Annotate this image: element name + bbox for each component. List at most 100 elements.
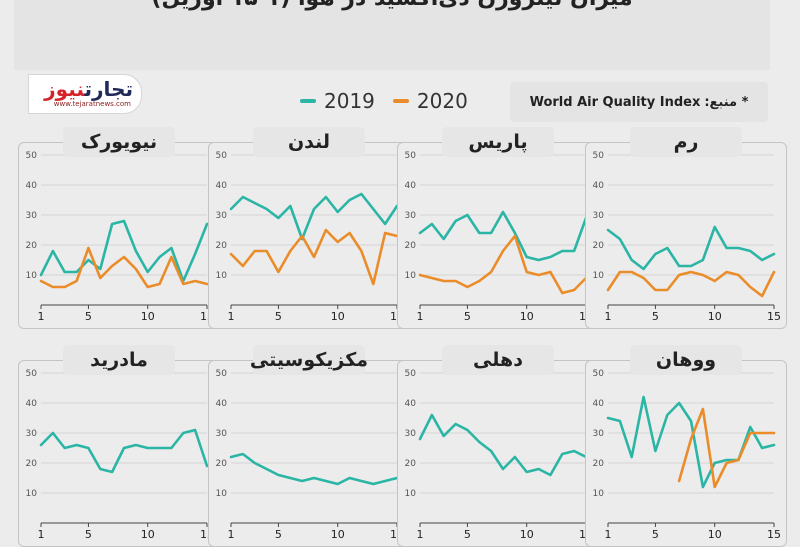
y-tick-label: 50 bbox=[405, 151, 417, 161]
panel-title-madrid: مادرید bbox=[63, 345, 175, 375]
x-tick-label: 10 bbox=[331, 528, 345, 541]
panel-title-rome: رم bbox=[630, 127, 742, 157]
y-tick-label: 30 bbox=[26, 429, 38, 439]
series-line-2020 bbox=[418, 234, 588, 295]
legend-swatch-2019 bbox=[300, 99, 316, 103]
legend-swatch-2020 bbox=[392, 99, 409, 103]
y-tick-label: 20 bbox=[216, 241, 228, 251]
panel-new-york: 10 20 30 40 50 1 5 10 15 نیویورک bbox=[18, 127, 220, 329]
series-line-2019 bbox=[418, 210, 588, 262]
y-tick-label: 10 bbox=[405, 271, 417, 281]
brand-name-part1: تجارت bbox=[84, 77, 133, 101]
y-tick-label: 40 bbox=[405, 181, 417, 191]
y-tick-label: 40 bbox=[216, 399, 228, 409]
series-line-2020 bbox=[677, 407, 776, 489]
x-tick-label: 10 bbox=[141, 528, 155, 541]
x-tick-label: 1 bbox=[38, 310, 45, 323]
series-line-2020 bbox=[229, 228, 399, 286]
x-tick-label: 15 bbox=[767, 528, 781, 541]
x-tick-label: 5 bbox=[652, 310, 659, 323]
series-line-2019 bbox=[418, 413, 588, 477]
x-tick-label: 5 bbox=[85, 528, 92, 541]
x-tick-label: 10 bbox=[708, 528, 722, 541]
series-line-2019 bbox=[606, 395, 776, 489]
x-tick-label: 5 bbox=[464, 310, 471, 323]
y-tick-label: 50 bbox=[26, 369, 38, 379]
series-line-2019 bbox=[39, 219, 209, 283]
y-tick-label: 20 bbox=[593, 241, 605, 251]
y-tick-label: 30 bbox=[593, 211, 605, 221]
legend-label-2020: 2020 bbox=[416, 89, 468, 113]
y-tick-label: 30 bbox=[216, 211, 228, 221]
y-tick-label: 20 bbox=[216, 459, 228, 469]
x-tick-label: 5 bbox=[464, 528, 471, 541]
chart-legend: 2019 2020 bbox=[300, 86, 468, 116]
y-tick-label: 30 bbox=[216, 429, 228, 439]
y-tick-label: 20 bbox=[405, 459, 417, 469]
legend-item-2020: 2020 bbox=[392, 89, 468, 113]
series-line-2020 bbox=[39, 246, 209, 289]
source-note: World Air Quality Index * منبع: bbox=[510, 82, 768, 122]
y-tick-label: 20 bbox=[26, 241, 38, 251]
series-line-2019 bbox=[229, 452, 399, 486]
y-tick-label: 20 bbox=[405, 241, 417, 251]
y-tick-label: 10 bbox=[593, 489, 605, 499]
x-tick-label: 10 bbox=[520, 310, 534, 323]
panel-title-london: لندن bbox=[253, 127, 365, 157]
y-tick-label: 10 bbox=[216, 489, 228, 499]
x-tick-label: 10 bbox=[331, 310, 345, 323]
panel-title-new-york: نیویورک bbox=[63, 127, 175, 157]
y-tick-label: 50 bbox=[216, 151, 228, 161]
panel-title-wuhan: ووهان bbox=[630, 345, 742, 375]
y-tick-label: 20 bbox=[593, 459, 605, 469]
x-tick-label: 1 bbox=[605, 310, 612, 323]
panel-wuhan: 10 20 30 40 50 1 5 10 15 ووهان bbox=[585, 345, 787, 547]
y-tick-label: 50 bbox=[216, 369, 228, 379]
y-tick-label: 40 bbox=[26, 181, 38, 191]
y-tick-label: 10 bbox=[593, 271, 605, 281]
y-tick-label: 10 bbox=[216, 271, 228, 281]
x-tick-label: 1 bbox=[228, 528, 235, 541]
y-tick-label: 40 bbox=[26, 399, 38, 409]
y-tick-label: 40 bbox=[216, 181, 228, 191]
x-tick-label: 1 bbox=[38, 528, 45, 541]
y-tick-label: 10 bbox=[405, 489, 417, 499]
y-tick-label: 40 bbox=[593, 181, 605, 191]
y-tick-label: 40 bbox=[593, 399, 605, 409]
y-tick-label: 50 bbox=[593, 151, 605, 161]
panel-madrid: 10 20 30 40 50 1 5 10 15 مادرید bbox=[18, 345, 220, 547]
x-tick-label: 5 bbox=[652, 528, 659, 541]
x-tick-label: 1 bbox=[228, 310, 235, 323]
x-tick-label: 1 bbox=[417, 310, 424, 323]
brand-name: تجارتنیوز bbox=[44, 77, 133, 101]
x-tick-label: 10 bbox=[141, 310, 155, 323]
series-line-2020 bbox=[606, 270, 776, 298]
y-tick-label: 30 bbox=[405, 211, 417, 221]
brand-logo[interactable]: تجارتنیوز www.tejaratnews.com bbox=[28, 74, 142, 114]
x-tick-label: 5 bbox=[85, 310, 92, 323]
series-line-2019 bbox=[229, 192, 399, 241]
source-value: World Air Quality Index bbox=[529, 94, 701, 110]
y-tick-label: 40 bbox=[405, 399, 417, 409]
x-tick-label: 1 bbox=[417, 528, 424, 541]
y-tick-label: 30 bbox=[26, 211, 38, 221]
source-label: * منبع: bbox=[704, 94, 749, 110]
y-tick-label: 10 bbox=[26, 489, 38, 499]
y-tick-label: 50 bbox=[26, 151, 38, 161]
panel-rome: 10 20 30 40 50 1 5 10 15 رم bbox=[585, 127, 787, 329]
x-tick-label: 10 bbox=[708, 310, 722, 323]
x-tick-label: 15 bbox=[767, 310, 781, 323]
y-tick-label: 30 bbox=[593, 429, 605, 439]
x-tick-label: 5 bbox=[275, 528, 282, 541]
y-tick-label: 30 bbox=[405, 429, 417, 439]
